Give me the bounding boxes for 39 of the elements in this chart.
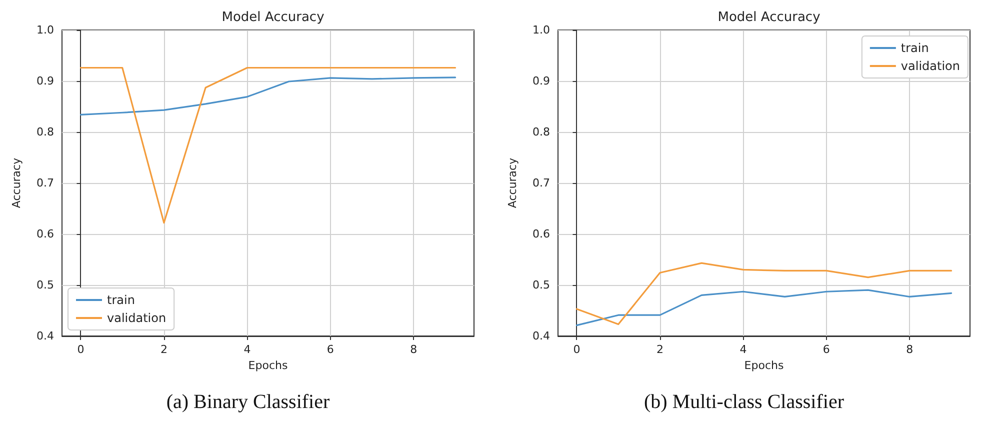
x-tick-label: 0 [77, 343, 84, 356]
line-series [576, 262, 952, 326]
y-tick-label: 1.0 [36, 24, 54, 36]
y-tick-label: 0.4 [36, 330, 54, 342]
x-tick-label: 0 [573, 343, 580, 356]
y-tick-label: 0.8 [532, 126, 550, 138]
legend-label: validation [107, 311, 166, 325]
y-tick-label: 0.6 [532, 228, 550, 240]
x-axis-title: Epochs [248, 359, 288, 372]
y-axis-title: Accuracy [506, 157, 519, 208]
y-tick-label: 0.9 [532, 74, 550, 88]
x-tick-label: 6 [326, 343, 334, 356]
y-axis-title: Accuracy [10, 157, 23, 208]
y-tick-label: 0.4 [532, 330, 550, 342]
y-tick-label: 0.9 [36, 74, 54, 88]
x-tick-label: 6 [822, 343, 830, 356]
text: (a) Binary Classifier [166, 391, 330, 413]
y-tick-label: 0.7 [36, 176, 54, 190]
x-tick-label: 2 [656, 343, 664, 356]
x-tick-label: 2 [160, 343, 168, 356]
x-tick-label: 4 [740, 343, 747, 356]
legend-label: train [900, 41, 929, 55]
y-tick-label: 0.8 [36, 126, 54, 138]
x-tick-label: 8 [906, 343, 914, 356]
y-tick-label: 0.5 [532, 278, 550, 292]
chart-title: Model Accuracy [222, 10, 325, 25]
text: (b) Multi-class Classifier [644, 391, 844, 413]
x-axis-title: Epochs [744, 359, 784, 372]
y-tick-label: 1.0 [532, 24, 550, 36]
line-series [80, 76, 456, 116]
legend-label: validation [900, 59, 960, 73]
x-tick-label: 8 [410, 343, 418, 356]
legend-label: train [107, 293, 135, 307]
line-series [576, 289, 952, 326]
x-tick-label: 4 [244, 343, 251, 356]
y-tick-label: 0.6 [36, 228, 54, 240]
y-tick-label: 0.7 [532, 176, 550, 190]
chart-title: Model Accuracy [718, 10, 821, 25]
y-tick-label: 0.5 [36, 278, 54, 292]
